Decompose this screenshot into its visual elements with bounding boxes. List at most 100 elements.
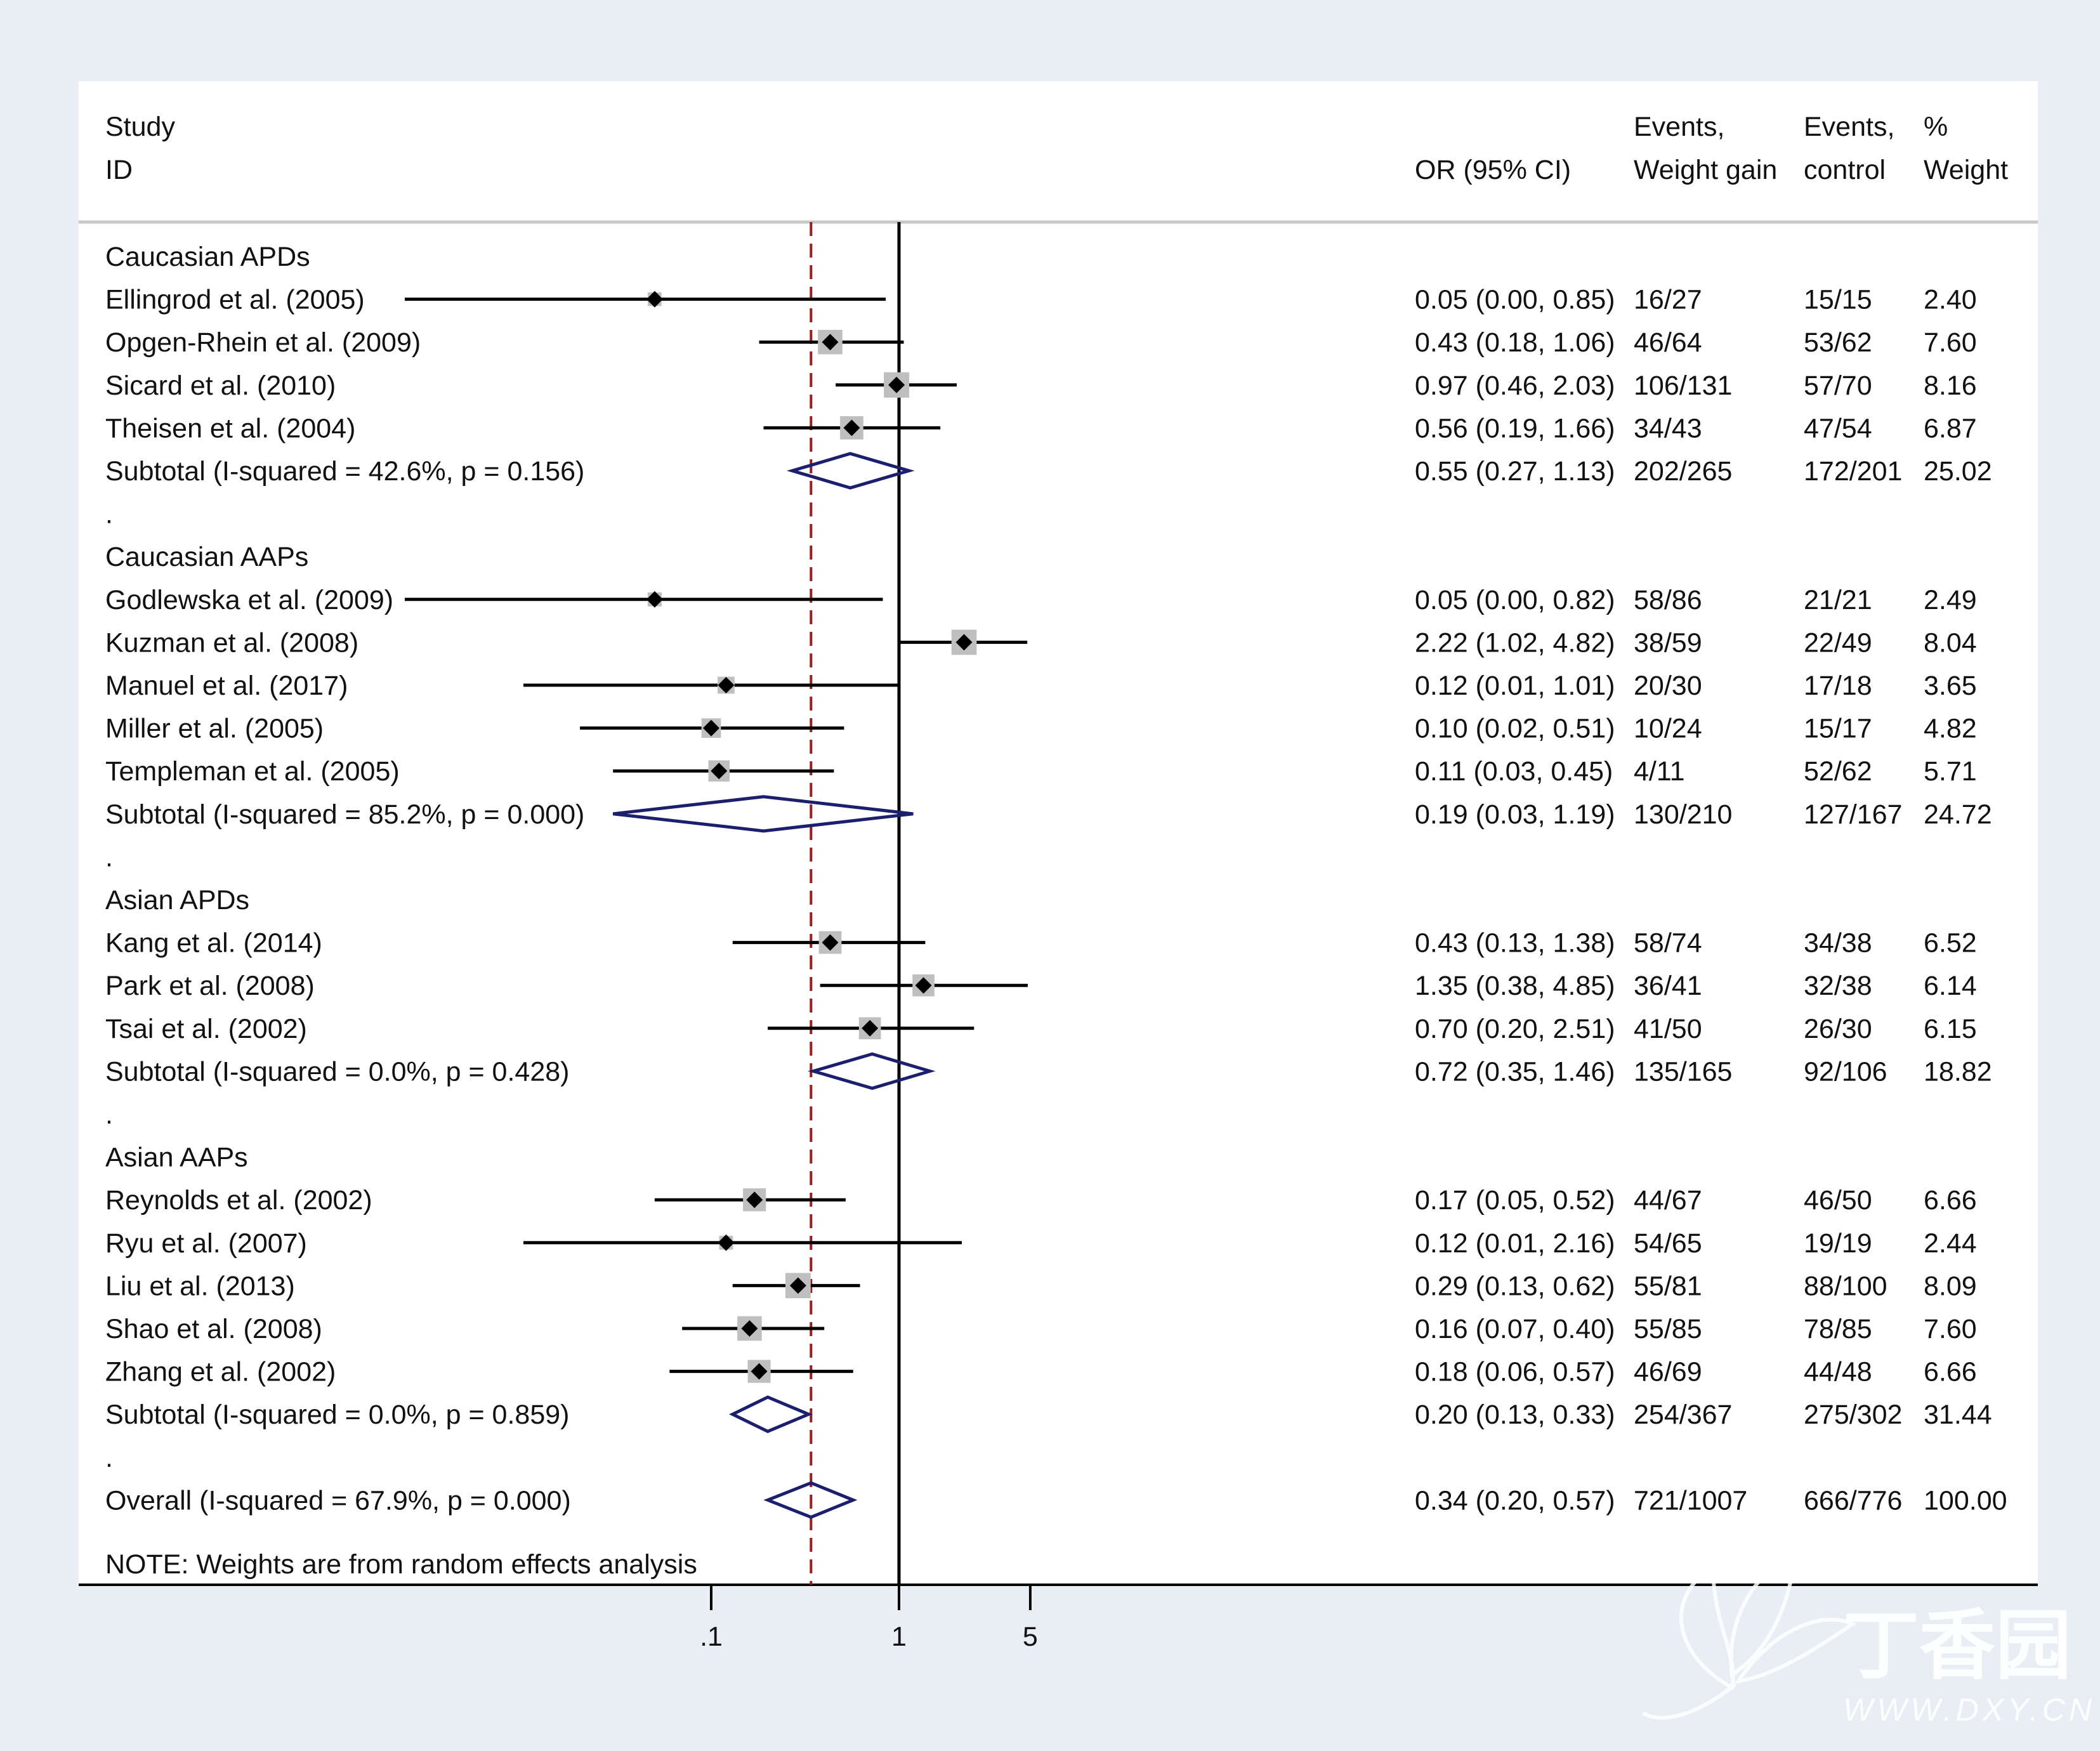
or-ci-text: 0.10 (0.02, 0.51) (1415, 714, 1615, 744)
events-control: 15/15 (1804, 285, 1872, 315)
study-row: Tsai et al. (2002) 0.70 (0.20, 2.51) 41/50… (105, 1014, 1977, 1044)
percent-weight: 6.66 (1924, 1185, 1977, 1216)
events-control: 22/49 (1804, 627, 1872, 658)
or-ci-text: 0.34 (0.20, 0.57) (1415, 1485, 1615, 1516)
point-estimate-marker (955, 634, 973, 651)
events-weight-gain: 135/165 (1634, 1056, 1732, 1087)
group-row: Caucasian AAPs (105, 542, 308, 572)
or-ci-text: 0.17 (0.05, 0.52) (1415, 1185, 1615, 1216)
note-text: NOTE: Weights are from random effects an… (105, 1549, 697, 1580)
events-weight-gain: 46/64 (1634, 327, 1702, 358)
row-label: Sicard et al. (2010) (105, 371, 336, 401)
header-or: OR (95% CI) (1415, 155, 1571, 185)
study-row: Ryu et al. (2007) 0.12 (0.01, 2.16) 54/65 1… (105, 1228, 1977, 1259)
events-weight-gain: 41/50 (1634, 1014, 1702, 1044)
percent-weight: 25.02 (1924, 456, 1992, 487)
group-label: Caucasian APDs (105, 242, 310, 272)
percent-weight: 6.87 (1924, 413, 1977, 443)
study-row: Theisen et al. (2004) 0.56 (0.19, 1.66) 34… (105, 413, 1977, 443)
events-control: 88/100 (1804, 1271, 1887, 1301)
row-label: Liu et al. (2013) (105, 1271, 295, 1301)
row-label: Subtotal (I-squared = 0.0%, p = 0.428) (105, 1056, 569, 1087)
header-events-wg-1: Events, (1634, 112, 1724, 142)
point-estimate-marker (646, 591, 663, 608)
study-row: Reynolds et al. (2002) 0.17 (0.05, 0.52) 4… (105, 1185, 1977, 1216)
pooled-diamond (612, 795, 914, 833)
pooled-diamond (808, 1052, 936, 1091)
percent-weight: 6.14 (1924, 971, 1977, 1001)
events-weight-gain: 46/69 (1634, 1357, 1702, 1387)
point-estimate-marker (843, 419, 860, 436)
study-row: Templeman et al. (2005) 0.11 (0.03, 0.45)… (105, 756, 1977, 787)
events-control: 44/48 (1804, 1357, 1872, 1387)
or-ci-text: 0.16 (0.07, 0.40) (1415, 1314, 1615, 1344)
percent-weight: 24.72 (1924, 799, 1992, 830)
percent-weight: 6.52 (1924, 928, 1977, 959)
row-label: Theisen et al. (2004) (105, 413, 355, 443)
point-estimate-marker (746, 1191, 763, 1209)
row-label: Subtotal (I-squared = 85.2%, p = 0.000) (105, 799, 584, 830)
events-weight-gain: 202/265 (1634, 456, 1732, 487)
watermark-logo-text: 丁香园 (1843, 1603, 2071, 1688)
study-row: Ellingrod et al. (2005) 0.05 (0.00, 0.85)… (105, 285, 1977, 315)
row-label: . (105, 499, 113, 530)
pooled-diamond (786, 452, 915, 490)
events-weight-gain: 10/24 (1634, 714, 1702, 744)
header-weight-1: % (1924, 112, 1948, 142)
row-label: . (105, 842, 113, 872)
study-row: Opgen-Rhein et al. (2009) 0.43 (0.18, 1.0… (105, 327, 1977, 358)
events-control: 19/19 (1804, 1228, 1872, 1259)
row-label: Kuzman et al. (2008) (105, 627, 358, 658)
percent-weight: 5.71 (1924, 756, 1977, 787)
group-row: Asian APDs (105, 885, 249, 915)
events-control: 92/106 (1804, 1056, 1887, 1087)
plot-area (79, 81, 2038, 1586)
percent-weight: 3.65 (1924, 671, 1977, 701)
or-ci-text: 0.12 (0.01, 1.01) (1415, 671, 1615, 701)
percent-weight: 7.60 (1924, 1314, 1977, 1344)
study-row: Godlewska et al. (2009) 0.05 (0.00, 0.82)… (105, 585, 1977, 615)
row-label: Manuel et al. (2017) (105, 671, 348, 701)
events-control: 17/18 (1804, 671, 1872, 701)
percent-weight: 31.44 (1924, 1400, 1992, 1430)
events-control: 32/38 (1804, 971, 1872, 1001)
header-weight-2: Weight (1924, 155, 2008, 185)
percent-weight: 2.49 (1924, 585, 1977, 615)
or-ci-text: 0.43 (0.13, 1.38) (1415, 928, 1615, 959)
events-weight-gain: 58/86 (1634, 585, 1702, 615)
header-study: Study (105, 112, 175, 142)
events-weight-gain: 130/210 (1634, 799, 1732, 830)
row-label: . (105, 1443, 113, 1473)
study-row: Shao et al. (2008) 0.16 (0.07, 0.40) 55/85… (105, 1314, 1977, 1344)
percent-weight: 2.40 (1924, 285, 1977, 315)
point-estimate-marker (915, 977, 932, 994)
or-ci-text: 0.55 (0.27, 1.13) (1415, 456, 1615, 487)
percent-weight: 18.82 (1924, 1056, 1992, 1087)
spacer-row: . (105, 842, 113, 872)
events-control: 53/62 (1804, 327, 1872, 358)
group-label: Asian APDs (105, 885, 249, 915)
events-control: 78/85 (1804, 1314, 1872, 1344)
row-label: Reynolds et al. (2002) (105, 1185, 372, 1216)
spacer-row: . (105, 1443, 113, 1473)
events-control: 21/21 (1804, 585, 1872, 615)
row-label: Overall (I-squared = 67.9%, p = 0.000) (105, 1485, 571, 1516)
events-control: 666/776 (1804, 1485, 1902, 1516)
or-ci-text: 0.11 (0.03, 0.45) (1415, 756, 1613, 787)
row-label: Tsai et al. (2002) (105, 1014, 307, 1044)
study-row: Kang et al. (2014) 0.43 (0.13, 1.38) 58/74… (105, 928, 1977, 959)
header-events-ctrl-1: Events, (1804, 112, 1894, 142)
or-ci-text: 0.18 (0.06, 0.57) (1415, 1357, 1615, 1387)
study-row: Manuel et al. (2017) 0.12 (0.01, 1.01) 20/… (105, 671, 1977, 701)
point-estimate-marker (862, 1020, 879, 1037)
events-weight-gain: 54/65 (1634, 1228, 1702, 1259)
group-label: Asian AAPs (105, 1143, 248, 1173)
events-control: 46/50 (1804, 1185, 1872, 1216)
group-row: Caucasian APDs (105, 242, 310, 272)
or-ci-text: 0.20 (0.13, 0.33) (1415, 1400, 1615, 1430)
percent-weight: 6.66 (1924, 1357, 1977, 1387)
header-events-ctrl-2: control (1804, 155, 1886, 185)
row-label: Ellingrod et al. (2005) (105, 285, 365, 315)
study-row: Miller et al. (2005) 0.10 (0.02, 0.51) 10/… (105, 714, 1977, 744)
